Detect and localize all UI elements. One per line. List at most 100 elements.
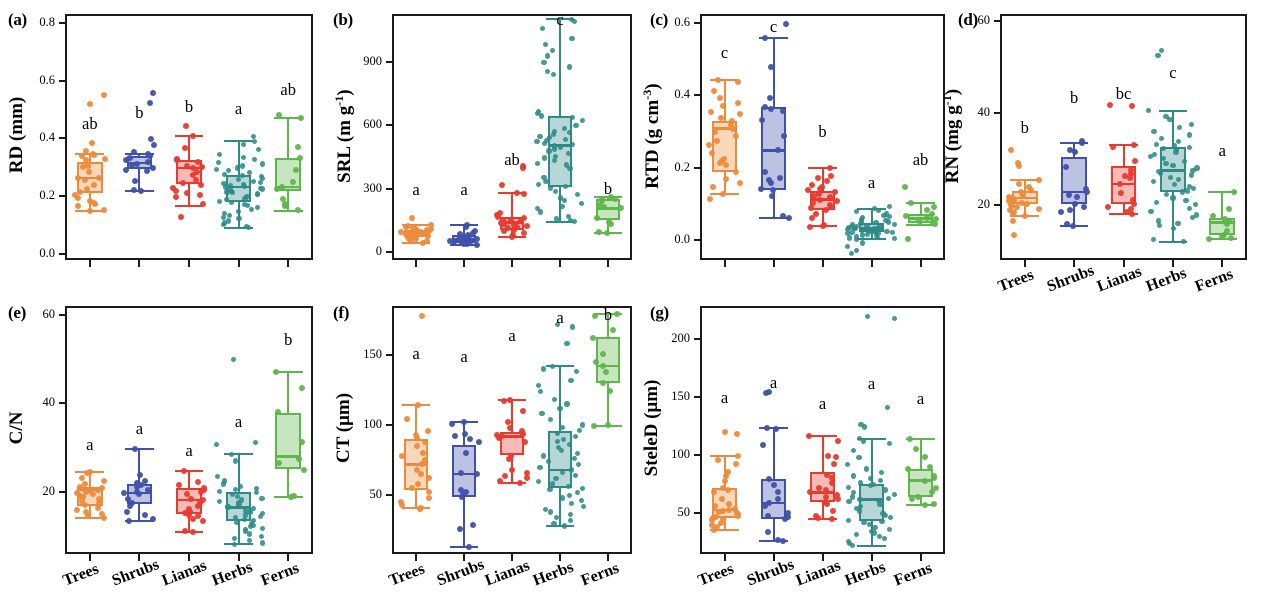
data-point — [883, 217, 889, 223]
significance-letter: a — [556, 307, 564, 327]
data-point — [276, 111, 283, 118]
whisker-upper — [723, 80, 726, 122]
whisker-cap-lower — [450, 545, 478, 548]
data-point — [806, 433, 813, 440]
data-point — [867, 522, 873, 528]
data-point — [886, 440, 893, 446]
data-point — [872, 230, 878, 236]
y-tick-mark — [694, 22, 700, 25]
whisker-upper — [188, 135, 190, 161]
data-point — [711, 489, 718, 496]
data-point — [809, 200, 816, 207]
y-tick-label: 60 — [42, 306, 56, 321]
data-point — [540, 453, 546, 459]
data-point — [230, 491, 236, 497]
data-point — [403, 223, 410, 230]
data-point — [1194, 165, 1200, 171]
data-point — [857, 496, 863, 502]
data-point — [822, 486, 829, 493]
data-point — [1123, 208, 1130, 215]
significance-letter: a — [412, 180, 420, 200]
data-point — [1182, 158, 1188, 164]
whisker-lower — [138, 168, 141, 192]
significance-letter: a — [412, 344, 420, 364]
data-point — [568, 377, 574, 383]
data-point — [189, 515, 196, 522]
data-point — [86, 488, 93, 495]
data-point — [604, 230, 611, 237]
data-point — [853, 233, 859, 240]
data-point — [566, 484, 572, 490]
median-line — [275, 185, 302, 189]
data-point — [95, 500, 102, 507]
data-point — [541, 174, 547, 181]
data-point — [536, 182, 542, 188]
x-tick-mark — [511, 554, 513, 561]
data-point — [723, 472, 730, 479]
x-tick-label-trees: Trees — [386, 560, 428, 590]
median-line — [1160, 169, 1186, 172]
data-point — [181, 527, 188, 534]
data-point — [853, 505, 859, 512]
data-point — [236, 216, 242, 222]
data-point — [538, 113, 545, 119]
y-tick-label: 600 — [363, 117, 382, 132]
data-point — [590, 423, 597, 430]
data-point — [294, 143, 301, 150]
whisker-upper — [463, 225, 465, 236]
data-point — [217, 499, 223, 505]
data-point — [734, 512, 741, 519]
data-point — [398, 229, 405, 236]
panel-label: (d) — [958, 10, 978, 29]
data-point — [593, 359, 600, 366]
y-tick-label: 900 — [363, 54, 382, 69]
data-point — [709, 521, 716, 528]
whisker-cap-upper — [1059, 141, 1089, 144]
x-tick-mark — [138, 554, 141, 561]
whisker-cap-upper — [857, 208, 886, 211]
whisker-cap-upper — [224, 453, 254, 456]
data-point — [868, 529, 874, 535]
data-point — [85, 513, 92, 520]
data-point — [1009, 217, 1016, 224]
data-point — [845, 244, 851, 250]
data-point — [572, 433, 578, 439]
whisker-cap-upper — [498, 192, 526, 195]
data-point — [886, 204, 893, 210]
x-tick-label-herbs: Herbs — [209, 558, 255, 590]
data-point — [293, 166, 300, 173]
data-point — [94, 504, 101, 511]
data-point — [875, 497, 881, 504]
data-point — [858, 422, 864, 428]
whisker-upper — [772, 38, 775, 107]
data-point — [878, 469, 884, 476]
data-point — [814, 174, 821, 181]
data-point — [410, 225, 417, 232]
whisker-lower — [723, 172, 726, 194]
data-point — [82, 489, 89, 495]
data-point — [504, 225, 511, 232]
data-point — [100, 91, 107, 98]
whisker-lower — [1171, 191, 1174, 242]
data-point — [608, 220, 615, 227]
data-point — [505, 419, 512, 426]
data-point — [94, 486, 101, 493]
data-point — [764, 425, 771, 432]
data-point — [762, 103, 769, 110]
data-point — [1084, 188, 1091, 195]
data-point — [96, 174, 103, 181]
whisker-upper — [511, 399, 513, 433]
data-point — [734, 78, 741, 85]
data-point — [561, 198, 568, 204]
significance-letter: a — [867, 374, 876, 394]
data-point — [127, 155, 134, 162]
data-point — [817, 185, 824, 192]
data-point — [902, 183, 909, 190]
significance-letter: c — [769, 17, 778, 37]
data-point — [186, 512, 192, 519]
data-point — [907, 435, 914, 442]
data-point — [570, 142, 576, 148]
data-point — [881, 212, 887, 219]
data-point — [887, 515, 894, 521]
data-point — [564, 162, 570, 168]
